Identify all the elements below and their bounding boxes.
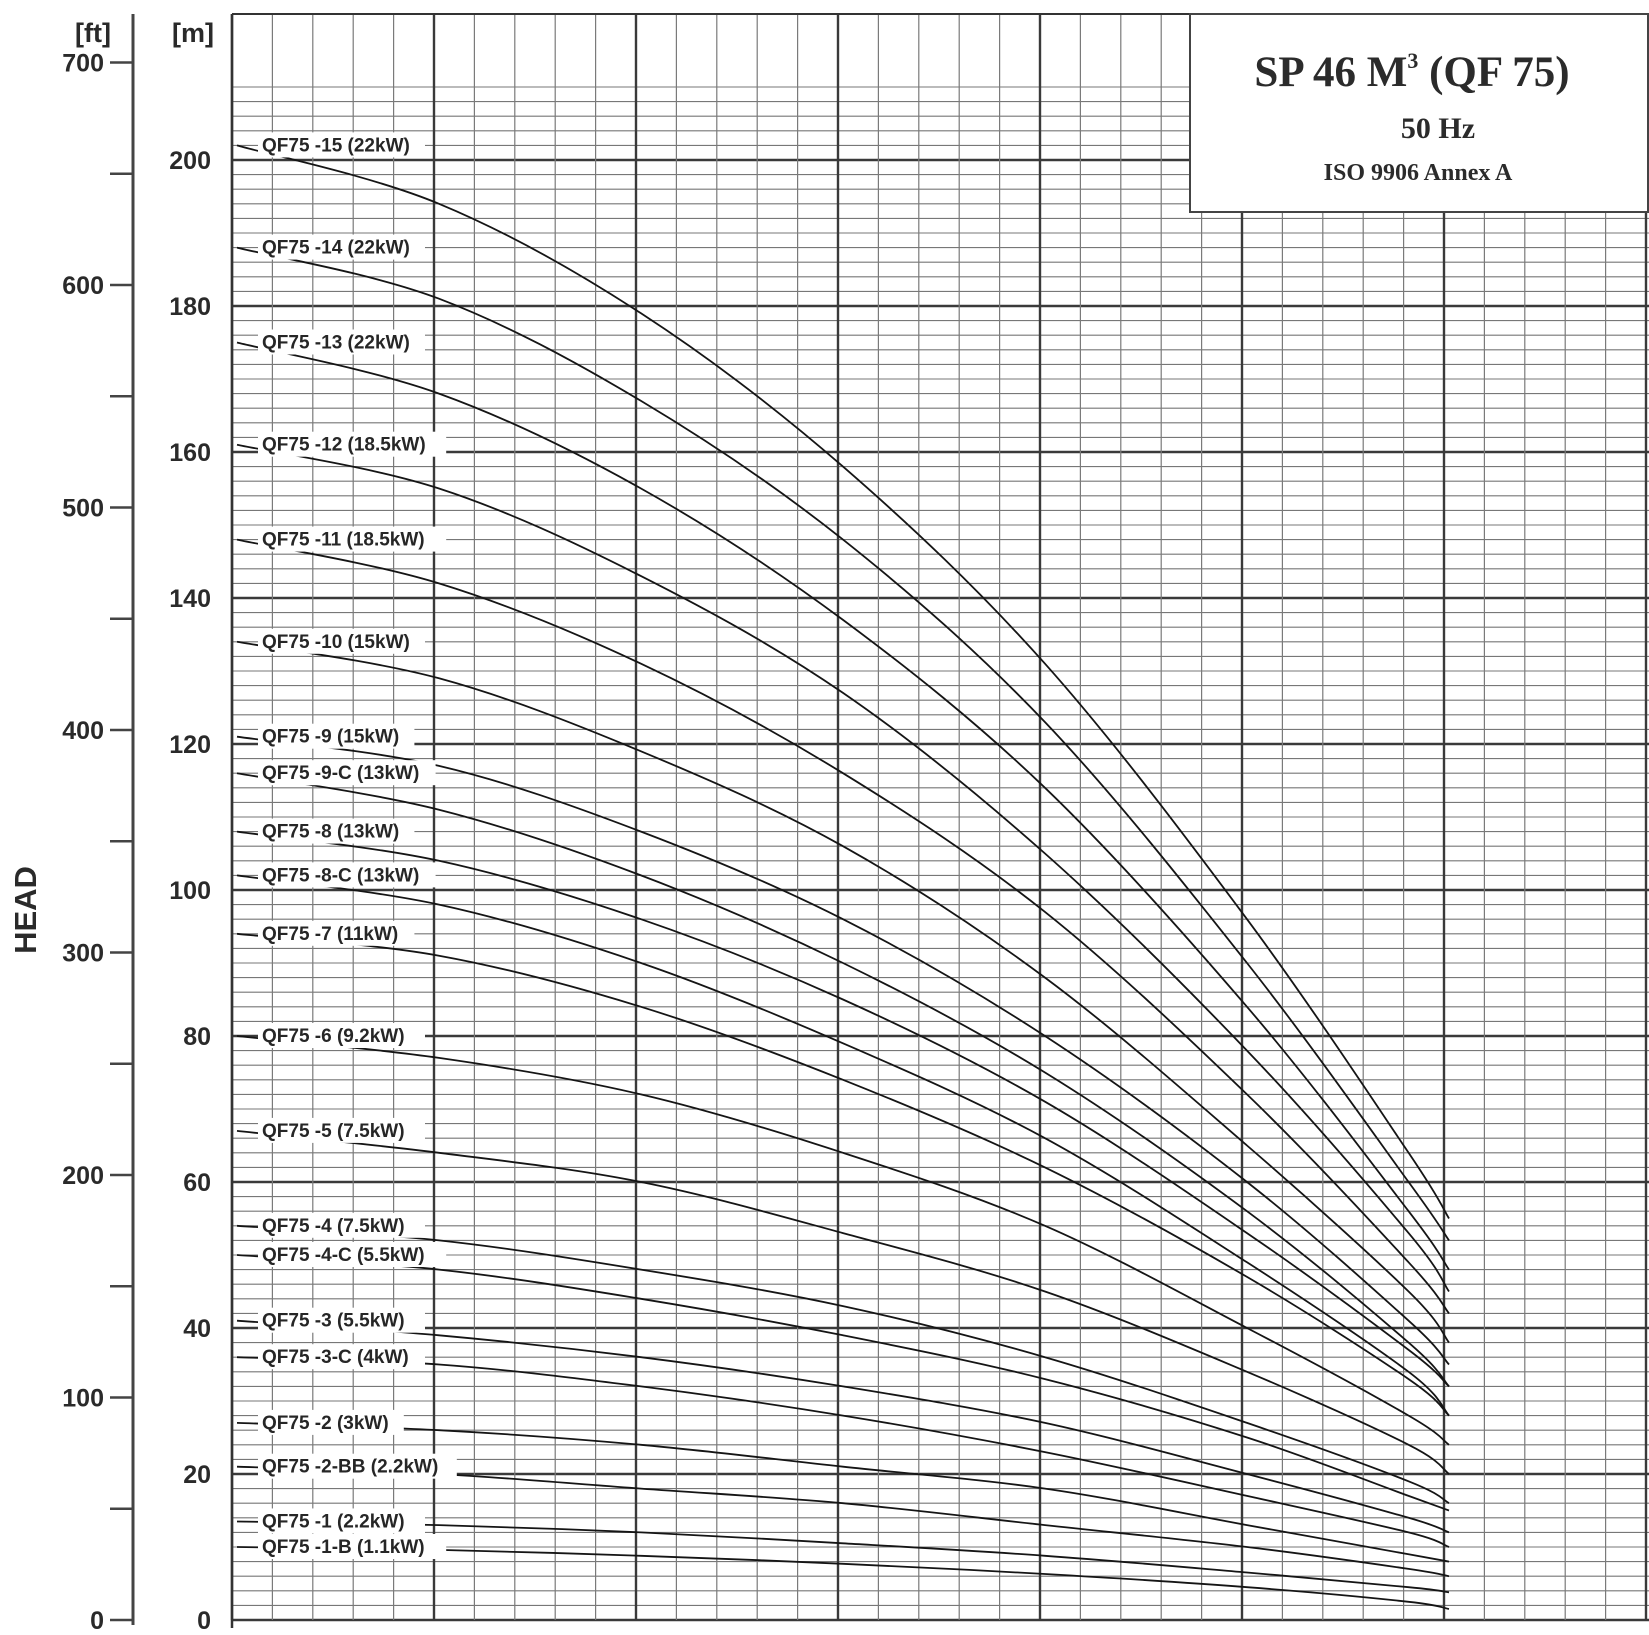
m-tick-label: 160 <box>169 439 211 467</box>
curve-label: QF75 -4 (7.5kW) <box>262 1216 405 1237</box>
ft-tick-label: 500 <box>62 494 104 522</box>
curve-label-bg <box>258 1242 447 1267</box>
curve-label-bg <box>258 1307 425 1333</box>
m-tick-label: 120 <box>169 731 211 759</box>
curve-line <box>236 1130 1450 1475</box>
curve-label-bg <box>258 1344 425 1370</box>
curve-line <box>236 1319 1450 1534</box>
ft-tick-label: 0 <box>90 1607 104 1635</box>
ft-tick-label: 200 <box>62 1162 104 1190</box>
curve-line <box>236 1224 1450 1504</box>
curve-label: QF75 -2-BB (2.2kW) <box>262 1457 438 1478</box>
m-tick-label: 20 <box>183 1461 211 1489</box>
curve-label: QF75 -1-B (1.1kW) <box>262 1537 425 1558</box>
curve-line <box>236 341 1450 1271</box>
curve-label-bg <box>258 1212 425 1238</box>
curve-lines <box>236 144 1450 1610</box>
ft-tick-label: 700 <box>62 49 104 77</box>
ft-tick-label: 300 <box>62 939 104 967</box>
m-tick-label: 80 <box>183 1023 211 1051</box>
curve-label-bg <box>258 628 425 654</box>
curve-label: QF75 -2 (3kW) <box>262 1413 389 1434</box>
curve-label-bg <box>258 526 447 552</box>
curve-label-bg <box>258 862 436 888</box>
curve-line <box>236 932 1450 1417</box>
m-tick-label: 140 <box>169 585 211 613</box>
curve-label: QF75 -15 (22kW) <box>262 135 410 156</box>
curve-line <box>236 1035 1450 1446</box>
curve-label-bg <box>258 1117 425 1143</box>
curve-label: QF75 -9 (15kW) <box>262 727 399 748</box>
curve-line <box>236 144 1450 1219</box>
curve-label-bg <box>258 1409 404 1435</box>
curve-label: QF75 -7 (11kW) <box>262 924 398 945</box>
curve-label: QF75 -13 (22kW) <box>262 333 410 354</box>
chart-axes: 0 100 200 300 400 500 600 700 0 20 40 60 80 100 120 140… <box>62 14 211 1635</box>
curve-labels: QF75 -15 (22kW) QF75 -14 (22kW) QF75 -13 (… <box>258 132 457 1559</box>
m-tick-label: 0 <box>197 1607 211 1635</box>
curve-label: QF75 -4-C (5.5kW) <box>262 1245 425 1266</box>
curve-label: QF75 -6 (9.2kW) <box>262 1026 405 1047</box>
curve-label: QF75 -14 (22kW) <box>262 238 410 259</box>
curve-label: QF75 -12 (18.5kW) <box>262 435 426 456</box>
curve-line <box>236 1254 1450 1512</box>
ft-tick-label: 400 <box>62 717 104 745</box>
curve-line <box>236 772 1450 1388</box>
curve-label-bg <box>258 723 415 749</box>
curve-label: QF75 -8-C (13kW) <box>262 865 419 886</box>
curve-label: QF75 -10 (15kW) <box>262 632 410 653</box>
ft-unit-label: [ft] <box>75 18 111 48</box>
title-box: SP 46 M3 (QF 75) 50 Hz ISO 9906 Annex A <box>1189 13 1649 213</box>
m-unit-label: [m] <box>172 18 214 48</box>
m-tick-label: 180 <box>169 293 211 321</box>
curve-line <box>236 640 1450 1344</box>
curve-label-bg <box>258 760 436 786</box>
curve-line <box>236 874 1450 1417</box>
curve-label: QF75 -1 (2.2kW) <box>262 1511 405 1532</box>
chart-title: SP 46 M3 (QF 75) <box>1254 48 1569 96</box>
curve-line <box>236 1356 1450 1548</box>
curve-label-bg <box>258 1508 425 1534</box>
curve-label-bg <box>258 329 425 355</box>
curve-label-bg <box>258 1023 425 1048</box>
curve-label-bg <box>258 1534 447 1559</box>
chart-grid <box>230 13 1649 1628</box>
m-tick-label: 200 <box>169 147 211 175</box>
curve-label-bg <box>258 234 425 260</box>
curve-label: QF75 -8 (13kW) <box>262 822 399 843</box>
curve-label-bg <box>258 132 425 158</box>
y-axis-title: HEAD <box>8 866 43 954</box>
m-tick-label: 60 <box>183 1169 211 1197</box>
chart-standard: ISO 9906 Annex A <box>1324 160 1513 186</box>
curve-label: QF75 -9-C (13kW) <box>262 763 419 784</box>
chart-subtitle: 50 Hz <box>1401 112 1475 145</box>
curve-label-bg <box>258 818 415 844</box>
curve-label: QF75 -3 (5.5kW) <box>262 1311 405 1332</box>
curve-line <box>236 1422 1450 1563</box>
curve-line <box>236 735 1450 1366</box>
ft-tick-label: 600 <box>62 272 104 300</box>
curve-line <box>236 443 1450 1293</box>
curve-line <box>236 538 1450 1314</box>
curve-label: QF75 -11 (18.5kW) <box>262 530 425 551</box>
curve-line <box>236 246 1450 1241</box>
curve-line <box>236 1520 1450 1594</box>
curve-label-bg <box>258 431 447 457</box>
m-tick-label: 100 <box>169 877 211 905</box>
curve-label-bg <box>258 1453 457 1479</box>
m-tick-label: 40 <box>183 1315 211 1343</box>
curve-label-bg <box>258 920 415 946</box>
curve-label: QF75 -5 (7.5kW) <box>262 1121 405 1142</box>
curve-line <box>236 830 1450 1388</box>
curve-label: QF75 -3-C (4kW) <box>262 1347 409 1368</box>
ft-tick-label: 100 <box>62 1384 104 1412</box>
